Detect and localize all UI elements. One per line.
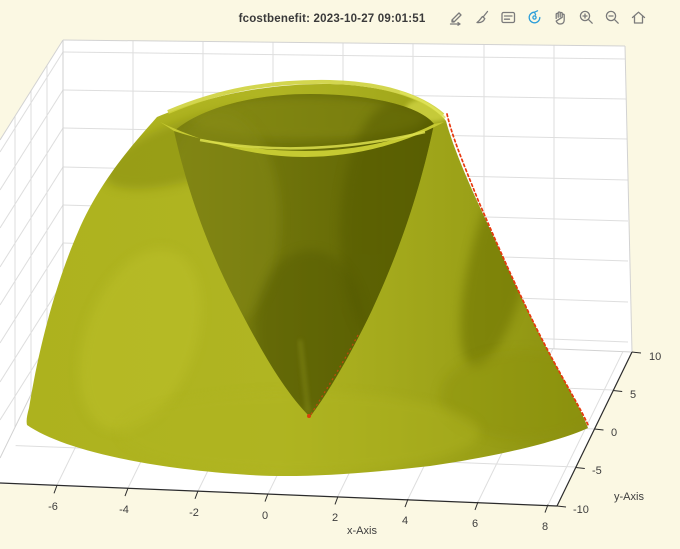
rotate3d-icon (528, 10, 541, 24)
rim-front-band (160, 122, 444, 157)
left-wall-grid (0, 51, 63, 427)
axes-toolbar (447, 8, 648, 27)
red-cone-edge-line (309, 334, 359, 417)
x-tick-label: 2 (332, 512, 338, 524)
x-tick-label: -2 (189, 507, 199, 519)
y-tick-label: 10 (649, 351, 661, 363)
rim-top-bright-arc (399, 90, 446, 119)
export-icon (449, 12, 462, 26)
zoom-in-button[interactable] (577, 8, 596, 27)
zoom-in-icon (579, 10, 593, 24)
home-icon (631, 11, 646, 24)
y-tick-label: -5 (592, 465, 602, 477)
x-axis-line (0, 482, 558, 507)
rotate3d-button[interactable] (525, 8, 544, 27)
y-tick-labels: -10 -5 0 5 10 (573, 351, 661, 516)
datatips-button[interactable] (499, 8, 518, 27)
y-tick-label: 0 (611, 427, 617, 439)
y-tick-label: 5 (630, 389, 636, 401)
x-axis-ticks (53, 485, 549, 513)
surface-plot[interactable] (26, 79, 610, 476)
x-tick-label: -4 (119, 504, 129, 516)
pan-icon (555, 11, 565, 25)
zoom-out-icon (605, 10, 619, 24)
x-tick-labels: -6 -4 -2 0 2 4 6 8 (48, 501, 548, 533)
brush-icon (476, 10, 489, 24)
x-axis-label: x-Axis (347, 525, 377, 537)
pan-button[interactable] (551, 8, 570, 27)
rim-front-highlight (199, 130, 426, 150)
y-axis-label: y-Axis (614, 491, 644, 503)
zoom-out-button[interactable] (603, 8, 622, 27)
datatips-icon (501, 11, 516, 24)
red-cone-tip-marker (307, 414, 311, 418)
y-axis-ticks (556, 351, 642, 508)
axes (0, 351, 642, 513)
x-tick-label: 6 (472, 518, 478, 530)
red-profile-line (446, 113, 590, 428)
x-tick-label: 8 (542, 521, 548, 533)
x-tick-label: 4 (402, 515, 408, 527)
brush-button[interactable] (473, 8, 492, 27)
home-button[interactable] (629, 8, 648, 27)
x-tick-label: -6 (48, 501, 58, 513)
y-tick-label: -10 (573, 504, 589, 516)
export-button[interactable] (447, 8, 466, 27)
figure-title: fcostbenefit: 2023-10-27 09:01:51 (238, 13, 426, 25)
x-tick-label: 0 (262, 510, 268, 522)
